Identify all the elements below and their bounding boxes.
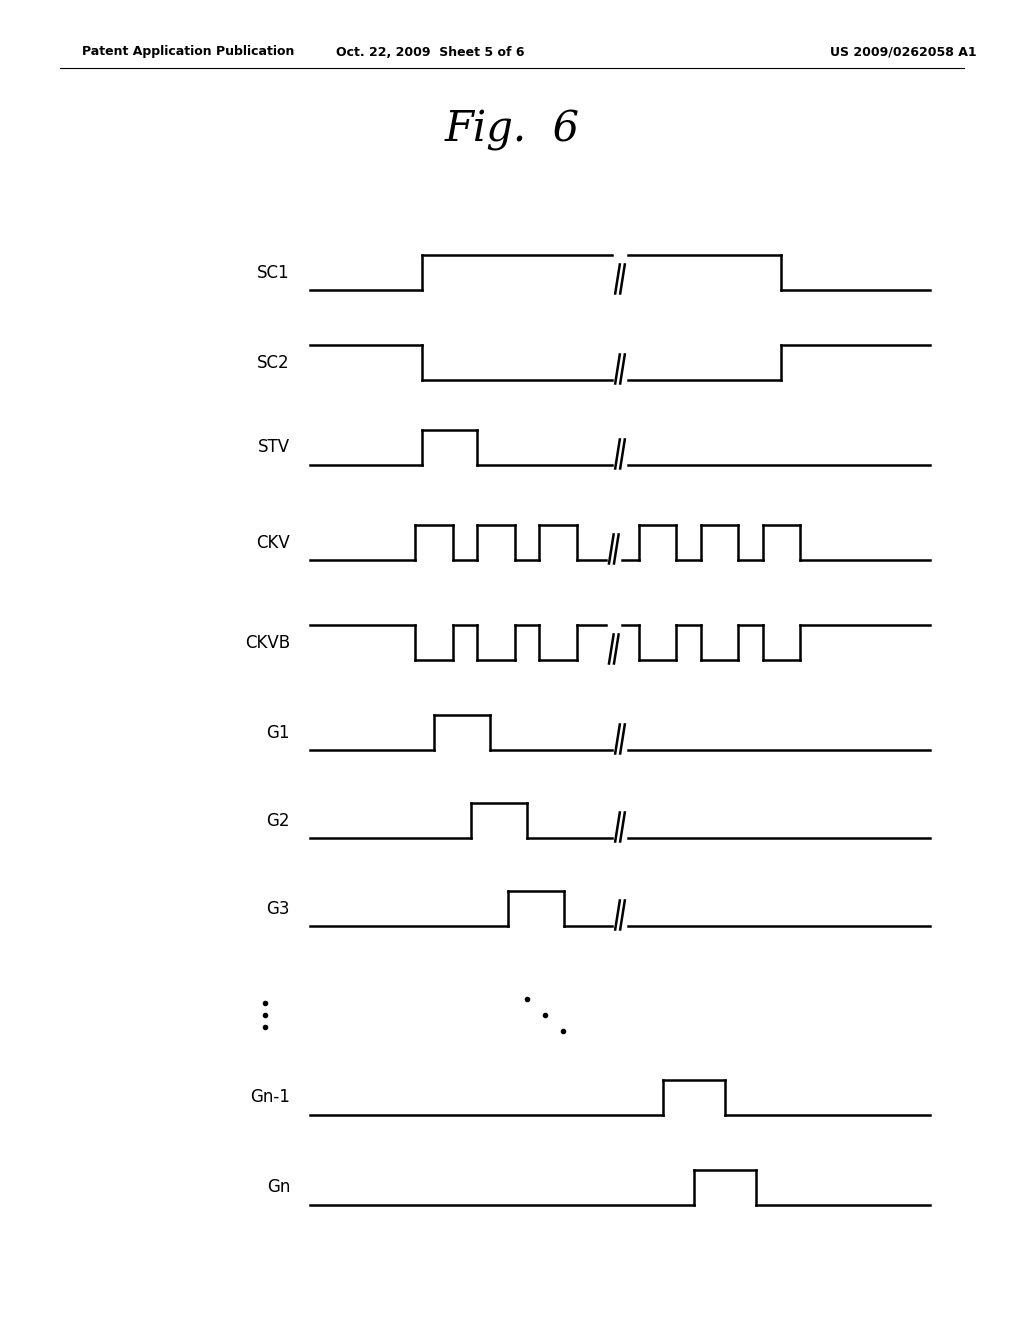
Text: SC1: SC1 xyxy=(257,264,290,281)
Text: Patent Application Publication: Patent Application Publication xyxy=(82,45,294,58)
Text: Fig.  6: Fig. 6 xyxy=(444,110,580,150)
Text: SC2: SC2 xyxy=(257,354,290,371)
Text: CKV: CKV xyxy=(256,533,290,552)
Text: Gn: Gn xyxy=(266,1179,290,1196)
Text: G3: G3 xyxy=(266,899,290,917)
Text: US 2009/0262058 A1: US 2009/0262058 A1 xyxy=(830,45,977,58)
Text: CKVB: CKVB xyxy=(245,634,290,652)
Text: G1: G1 xyxy=(266,723,290,742)
Text: STV: STV xyxy=(258,438,290,457)
Text: Gn-1: Gn-1 xyxy=(250,1089,290,1106)
Text: G2: G2 xyxy=(266,812,290,829)
Text: Oct. 22, 2009  Sheet 5 of 6: Oct. 22, 2009 Sheet 5 of 6 xyxy=(336,45,524,58)
